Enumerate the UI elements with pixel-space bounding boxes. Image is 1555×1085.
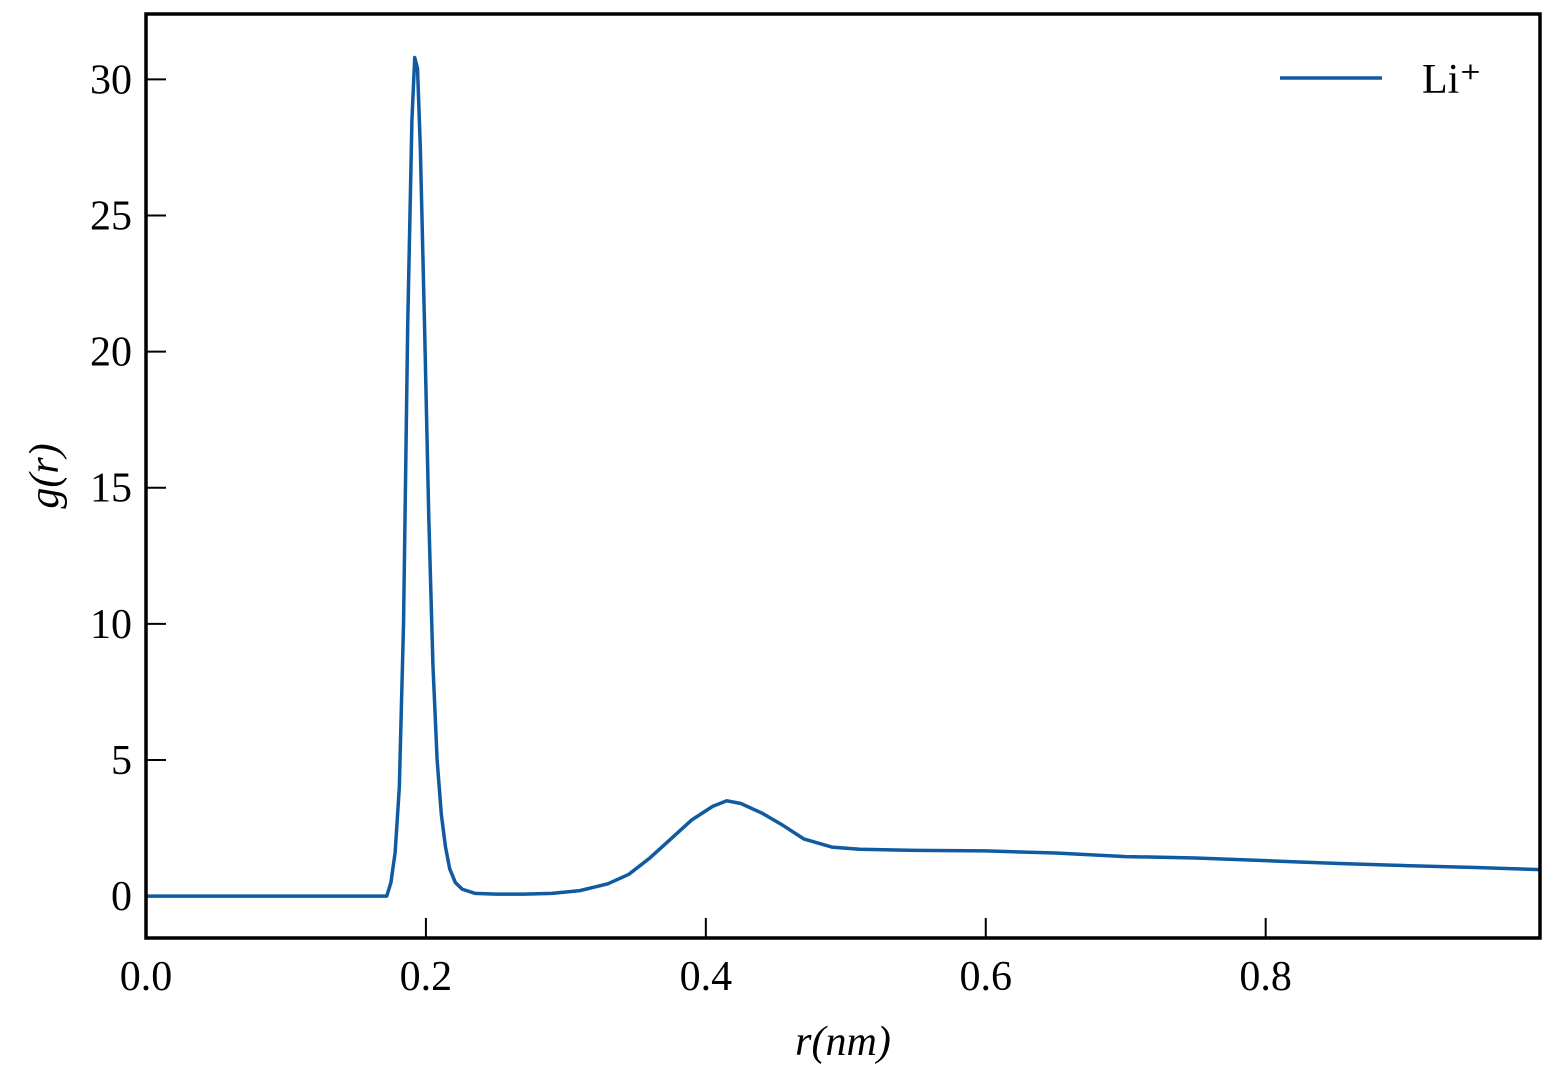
x-tick-label: 0.0 <box>120 954 173 1000</box>
y-tick-label: 25 <box>90 193 132 239</box>
plot-frame <box>144 12 1542 940</box>
x-tick-label: 0.4 <box>680 954 733 1000</box>
x-tick-label: 0.8 <box>1239 954 1292 1000</box>
x-tick-label: 0.6 <box>960 954 1013 1000</box>
y-axis-label: g(r) <box>22 443 68 508</box>
y-tick-label: 15 <box>90 466 132 512</box>
x-tick-label: 0.2 <box>400 954 453 1000</box>
x-axis-label: r(nm) <box>795 1019 891 1065</box>
data-line <box>146 55 1541 898</box>
y-tick-label: 30 <box>90 57 132 103</box>
y-tick-label: 5 <box>111 738 132 784</box>
y-tick-label: 10 <box>90 602 132 648</box>
legend-label: Li⁺ <box>1422 57 1482 103</box>
y-tick-label: 20 <box>90 330 132 376</box>
y-tick-label: 0 <box>111 874 132 920</box>
